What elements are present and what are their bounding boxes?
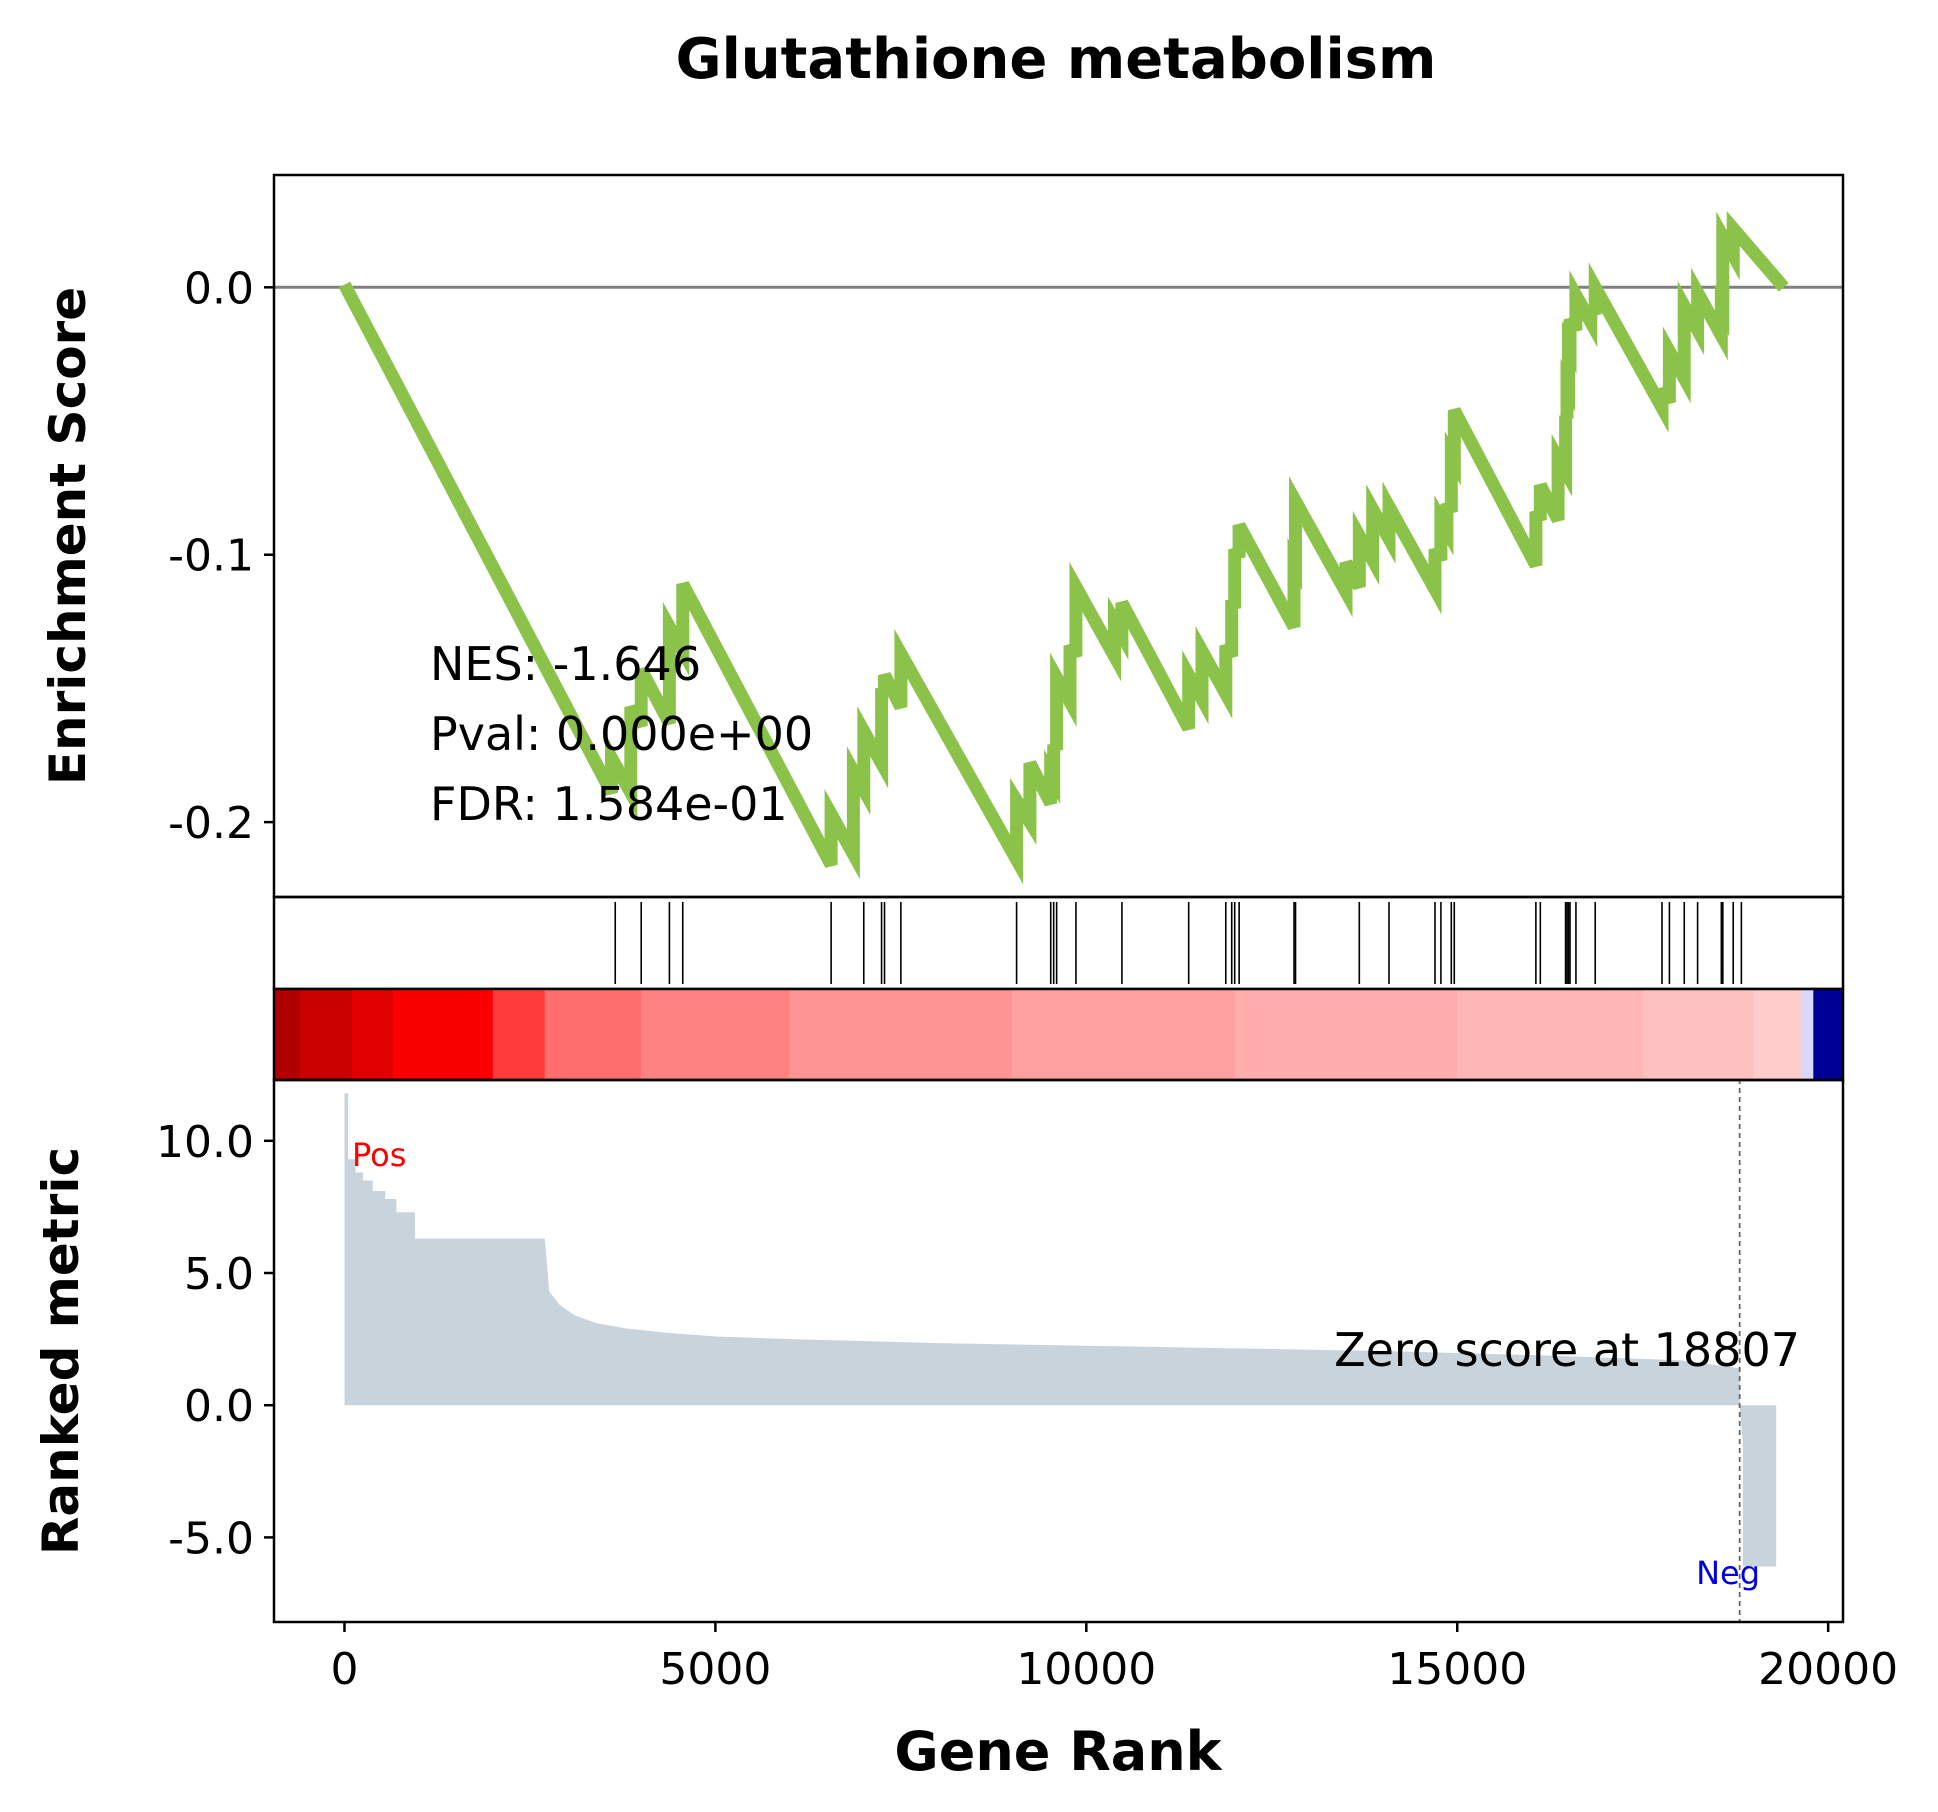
colorbar-segments [274,989,1844,1080]
ranked-panel: 10.0 5.0 0.0 -5.0 Pos Neg Zero score at 188… [32,1078,1845,1624]
x-tick-label: 0 [330,1644,358,1695]
x-axis-label: Gene Rank [894,1720,1222,1783]
x-tick-label: 10000 [1016,1644,1156,1695]
ranked-y-tick-label: 5.0 [184,1249,254,1300]
colorbar-segment [544,989,642,1080]
colorbar-segment [492,989,546,1080]
ranked-y-tick-label: -5.0 [168,1513,254,1564]
chart-title: Glutathione metabolism [676,27,1437,92]
x-axis-ticks: 0 5000 10000 15000 20000 [330,1622,1898,1695]
colorbar-segment [274,989,301,1080]
stat-pval: Pval: 0.000e+00 [430,707,813,761]
ranked-frame [272,1078,1845,1624]
ranked-y-tick-label: 0.0 [184,1381,254,1432]
hit-markers [614,902,1743,984]
colorbar-segment [1753,989,1803,1080]
enrichment-y-tick-label: 0.0 [184,263,254,314]
colorbar-segment [789,989,1013,1080]
enrichment-panel: 0.0-0.1-0.2 NES: -1.646 Pval: 0.000e+00 … [39,173,1845,899]
enrichment-y-tick-label: -0.2 [168,798,254,849]
colorbar-segment [1642,989,1755,1080]
neg-label: Neg [1696,1554,1760,1592]
stat-nes: NES: -1.646 [430,637,701,691]
colorbar-segment [1457,989,1644,1080]
x-tick-label: 20000 [1758,1644,1898,1695]
enrichment-y-label: Enrichment Score [39,287,97,785]
ranked-y-tick-label: 10.0 [156,1117,254,1168]
enrichment-score-line [338,210,1789,885]
colorbar-segment [1234,989,1458,1080]
colorbar-segment [392,989,494,1080]
enrichment-y-ticks: 0.0 -0.1 -0.2 [168,263,274,849]
enrichment-y-tick-label: -0.1 [168,531,254,582]
x-tick-label: 15000 [1387,1644,1527,1695]
ranked-y-ticks: 10.0 5.0 0.0 -5.0 [156,1117,274,1564]
x-tick-label: 5000 [659,1644,771,1695]
hits-panel [272,895,1845,991]
stat-fdr: FDR: 1.584e-01 [430,777,788,831]
zero-score-label: Zero score at 18807 [1334,1323,1800,1377]
ranked-y-label: Ranked metric [32,1147,90,1555]
colorbar-segment [1012,989,1236,1080]
colorbar-segment [299,989,353,1080]
hits-frame [272,895,1845,991]
colorbar-segment [351,989,394,1080]
colorbar-segment [1813,989,1844,1080]
colorbar-segment [641,989,791,1080]
rank-colorbar [272,987,1845,1082]
pos-label: Pos [352,1136,406,1174]
colorbar-segment [1802,989,1814,1080]
ranked-metric-area [344,1093,1777,1622]
